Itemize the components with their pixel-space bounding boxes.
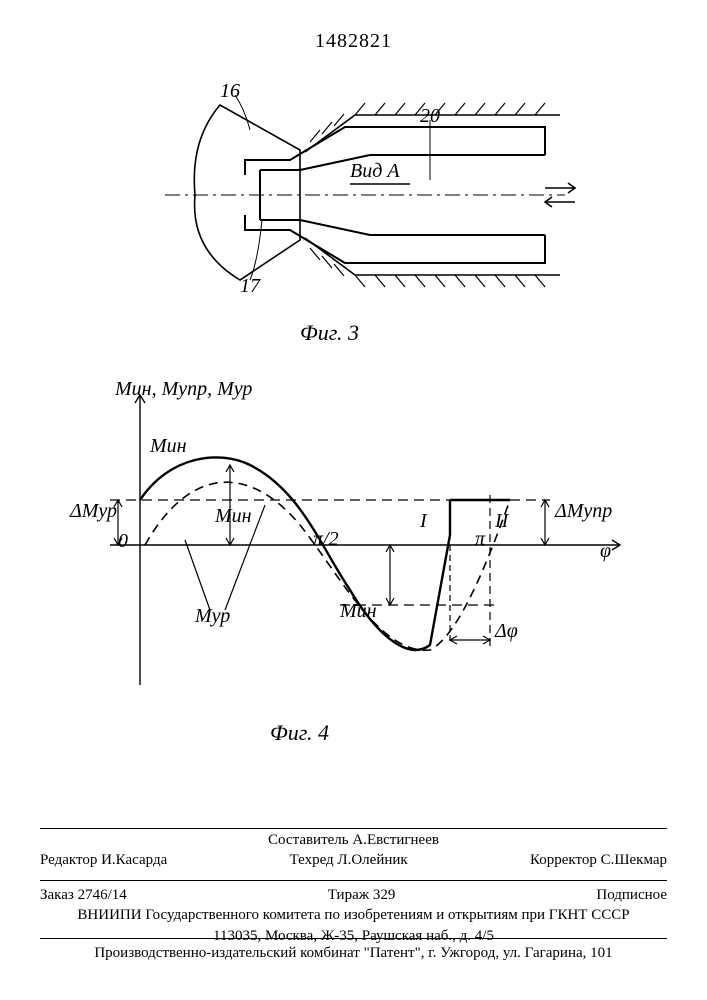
patent-page: 1482821 — [0, 0, 707, 1000]
fig4-yaxis-label: Мин, Мупр, Мур — [115, 378, 252, 401]
footer-editor: Редактор И.Касарда — [40, 850, 167, 870]
footer-org1: ВНИИПИ Государственного комитета по изоб… — [40, 905, 667, 925]
fig3-label-20: 20 — [420, 105, 440, 128]
footer-publisher: Производственно-издательский комбинат "П… — [40, 945, 667, 962]
fig4-delta-phi: Δφ — [495, 620, 518, 643]
fig4-delta-myp: ΔМур — [70, 500, 117, 523]
fig3-view-text: Вид А — [350, 160, 400, 182]
fig3-label-16: 16 — [220, 80, 240, 103]
fig3-view-label: Вид А — [350, 160, 410, 189]
fig4-myp: Мур — [195, 605, 230, 628]
footer-sub: Подписное — [596, 885, 667, 905]
footer-rule-3 — [40, 938, 667, 939]
footer-corrector: Корректор С.Шекмар — [530, 850, 667, 870]
fig4-phi: φ — [600, 540, 611, 563]
fig4-region-2: II — [495, 510, 508, 533]
footer-compiler: Составитель А.Евстигнеев — [40, 830, 667, 850]
fig4-origin: 0 — [118, 530, 128, 553]
fig4-delta-mupr: ΔМупр — [555, 500, 612, 523]
patent-number: 1482821 — [0, 30, 707, 53]
footer-tirazh: Тираж 329 — [328, 885, 396, 905]
fig4-pi-half: π/2 — [313, 528, 339, 551]
footer-block: Составитель А.Евстигнеев Редактор И.Каса… — [40, 830, 667, 871]
fig4-min-bar: М̄ин — [340, 600, 377, 623]
fig4-min-curve-label: Мин — [150, 435, 187, 458]
footer-order: Заказ 2746/14 — [40, 885, 127, 905]
footer-org2: 113035, Москва, Ж-35, Раушская наб., д. … — [40, 926, 667, 946]
fig3-caption: Фиг. 3 — [300, 320, 359, 346]
footer-rule-2 — [40, 880, 667, 881]
fig4-pi: π — [475, 528, 485, 551]
footer-block-2: Заказ 2746/14 Тираж 329 Подписное ВНИИПИ… — [40, 885, 667, 946]
footer-rule-1 — [40, 828, 667, 829]
fig4-caption: Фиг. 4 — [270, 720, 329, 746]
fig3-label-17: 17 — [240, 275, 260, 298]
fig4-min-inner: Мин — [215, 505, 252, 528]
fig3-drawing — [150, 80, 580, 320]
footer-techred: Техред Л.Олейник — [290, 850, 408, 870]
fig4-region-1: I — [420, 510, 427, 533]
